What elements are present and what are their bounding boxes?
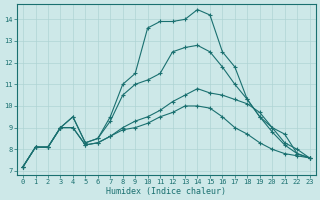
X-axis label: Humidex (Indice chaleur): Humidex (Indice chaleur) bbox=[106, 187, 226, 196]
